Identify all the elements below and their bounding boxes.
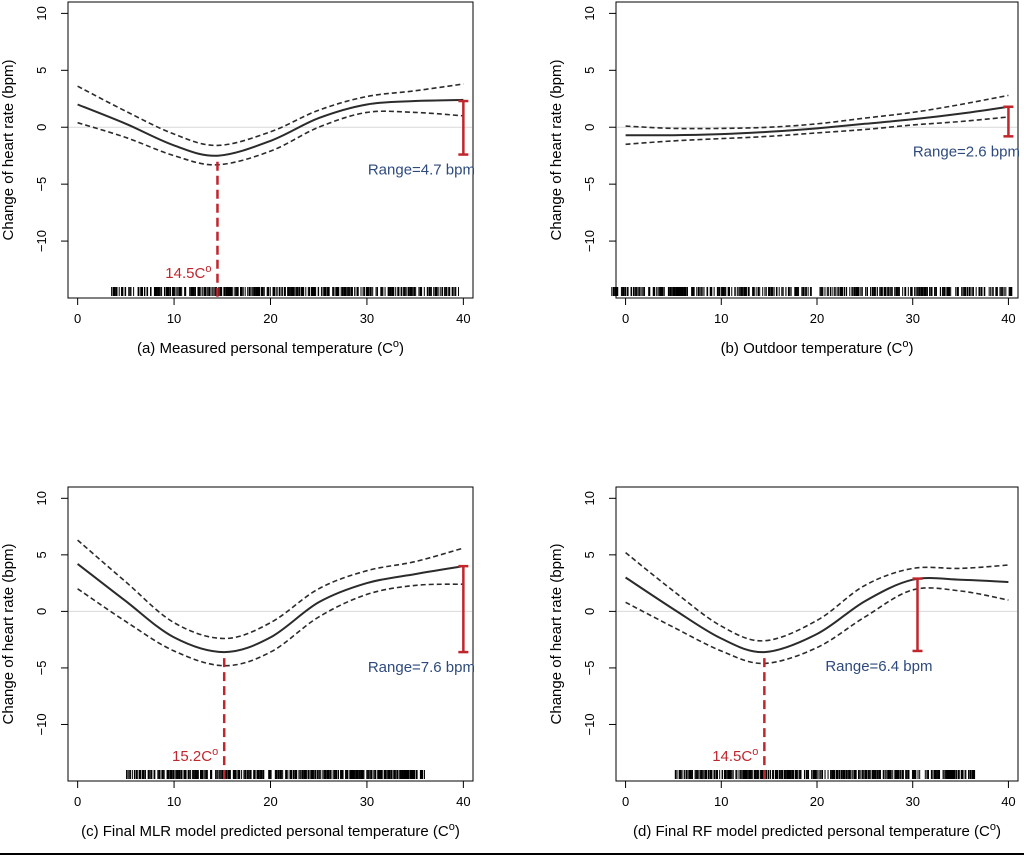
y-tick-label: 10 (34, 6, 49, 20)
rug-ticks (111, 287, 460, 296)
range-label: Range=2.6 bpm (913, 143, 1020, 160)
upper-ci-curve (77, 83, 464, 147)
range-label: Range=7.6 bpm (368, 659, 475, 676)
y-tick-label: 0 (34, 124, 49, 131)
y-tick-label: −10 (34, 230, 49, 252)
y-tick-label: 10 (582, 6, 597, 20)
x-tick-label: 10 (714, 311, 728, 326)
x-tick-label: 40 (456, 794, 470, 809)
y-axis-label: Change of heart rate (bpm) (548, 60, 565, 241)
minimum-temperature-label: 15.2Co (172, 746, 218, 765)
y-tick-label: 10 (34, 491, 49, 505)
x-axis-label: (d) Final RF model predicted personal te… (633, 821, 1001, 840)
upper-ci-curve (77, 539, 464, 640)
estimate-curve (625, 105, 1009, 137)
x-tick-label: 10 (167, 311, 181, 326)
y-tick-label: −5 (582, 177, 597, 192)
x-tick-label: 10 (714, 794, 728, 809)
panel-c: 10 5 0 −5 −10 Change of heart rate (bpm) 0 10 20… (0, 486, 475, 840)
x-tick-label: 0 (74, 794, 81, 809)
x-tick-label: 40 (456, 311, 470, 326)
lower-ci-curve (77, 583, 464, 667)
panel-d: 10 5 0 −5 −10 Change of heart rate (bpm) 0 10 20… (548, 486, 1019, 840)
y-axis-label: Change of heart rate (bpm) (548, 544, 565, 725)
plot-frame (67, 1, 474, 299)
estimate-curve (76, 563, 464, 654)
x-tick-label: 20 (263, 311, 277, 326)
rug-ticks (674, 770, 976, 779)
lower-ci-curve (625, 116, 1009, 146)
x-tick-label: 30 (360, 794, 374, 809)
x-tick-label: 40 (1001, 311, 1015, 326)
y-tick-label: 5 (582, 67, 597, 74)
x-tick-label: 20 (810, 794, 824, 809)
range-label: Range=6.4 bpm (825, 658, 932, 675)
y-tick-label: −5 (34, 177, 49, 192)
plot-frame (67, 486, 474, 782)
y-tick-label: 0 (582, 608, 597, 615)
y-tick-label: 5 (34, 551, 49, 558)
y-axis-label: Change of heart rate (bpm) (0, 544, 17, 725)
x-axis-label: (b) Outdoor temperature (Co) (721, 338, 914, 357)
x-tick-label: 30 (360, 311, 374, 326)
x-tick-label: 0 (622, 311, 629, 326)
estimate-curve (625, 576, 1009, 654)
x-tick-label: 0 (74, 311, 81, 326)
estimate-curve (77, 98, 464, 157)
y-tick-label: −10 (34, 713, 49, 735)
x-axis-label: (c) Final MLR model predicted personal t… (81, 821, 460, 840)
y-tick-label: 10 (582, 491, 597, 505)
rug-ticks (126, 770, 425, 779)
panel-a: 10 5 0 −5 −10 Change of heart rate (bpm) 0 10 20… (0, 1, 475, 357)
lower-ci-curve (625, 587, 1009, 665)
x-tick-label: 40 (1001, 794, 1015, 809)
y-tick-label: −10 (582, 713, 597, 735)
minimum-temperature-label: 14.5Co (165, 263, 211, 282)
y-tick-label: 5 (582, 551, 597, 558)
x-tick-label: 20 (263, 794, 277, 809)
x-tick-label: 0 (622, 794, 629, 809)
y-tick-label: 0 (582, 124, 597, 131)
upper-ci-curve (625, 551, 1009, 642)
x-tick-label: 10 (167, 794, 181, 809)
x-axis-label: (a) Measured personal temperature (Co) (137, 338, 404, 357)
y-tick-label: −10 (582, 230, 597, 252)
minimum-temperature-label: 14.5Co (712, 746, 758, 765)
x-tick-label: 30 (905, 794, 919, 809)
y-tick-label: 5 (34, 67, 49, 74)
panel-b: 10 5 0 −5 −10 Change of heart rate (bpm) 0 10 20… (548, 1, 1020, 357)
lower-ci-curve (77, 110, 464, 166)
bottom-rule (0, 853, 1024, 855)
y-tick-label: 0 (34, 608, 49, 615)
y-axis-label: Change of heart rate (bpm) (0, 60, 17, 241)
upper-ci-curve (625, 94, 1009, 130)
x-tick-label: 20 (810, 311, 824, 326)
rug-ticks (611, 287, 1013, 296)
range-label: Range=4.7 bpm (368, 162, 475, 179)
y-tick-label: −5 (34, 661, 49, 676)
y-tick-label: −5 (582, 661, 597, 676)
x-tick-label: 30 (905, 311, 919, 326)
